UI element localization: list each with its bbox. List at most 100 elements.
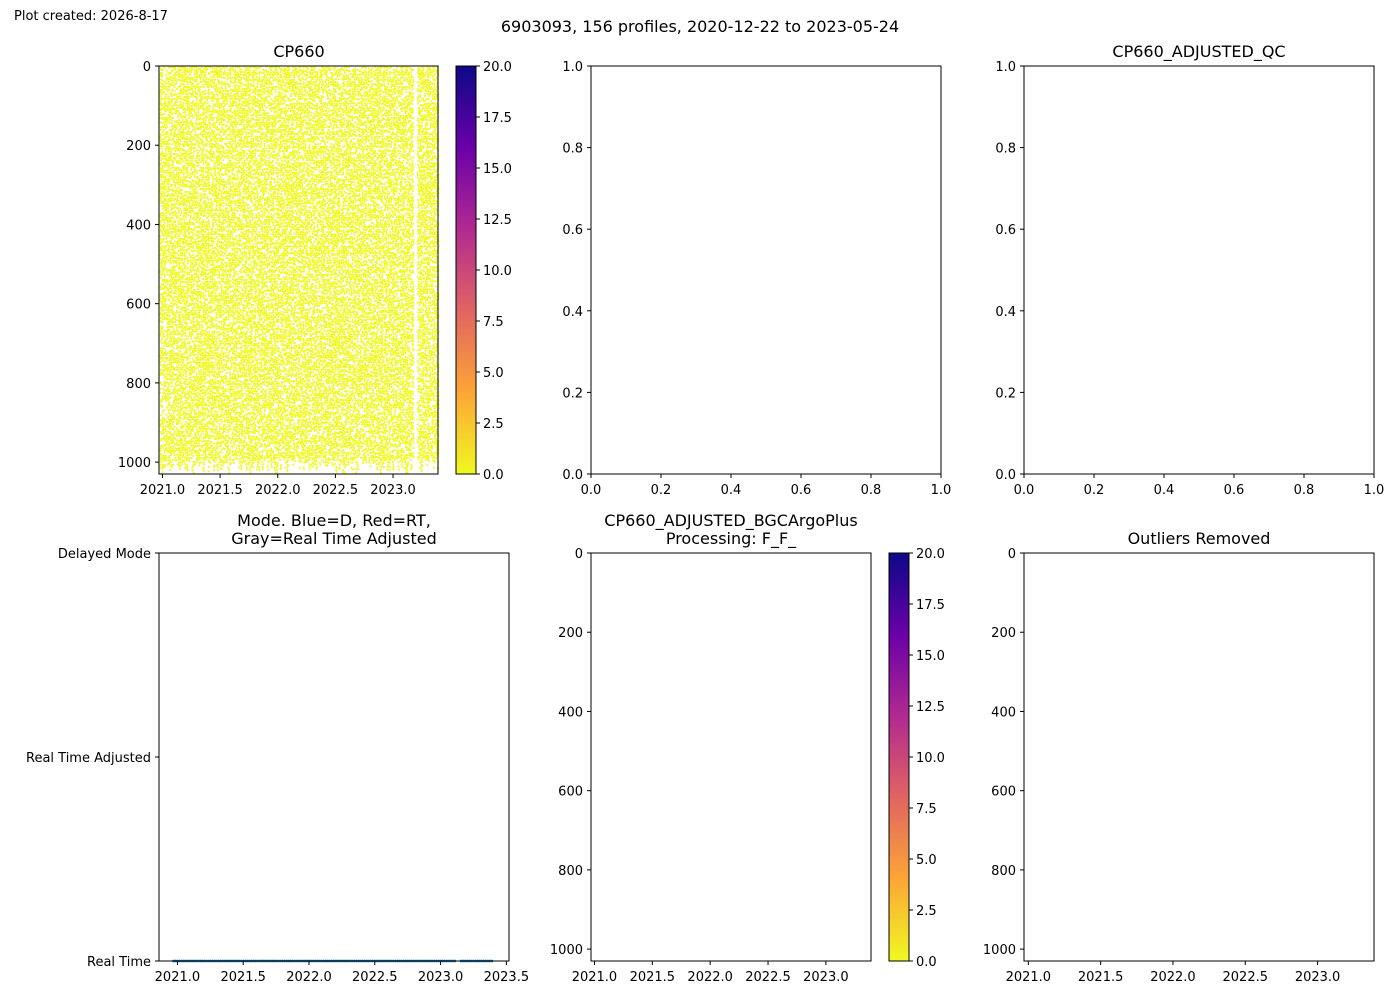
- profile-point: [182, 362, 185, 365]
- profile-point: [181, 218, 184, 221]
- profile-point: [204, 451, 206, 454]
- profile-point: [214, 308, 217, 311]
- profile-point: [206, 309, 209, 312]
- profile-point: [174, 140, 176, 143]
- profile-point: [202, 119, 205, 122]
- profile-point: [186, 180, 189, 183]
- profile-point: [170, 413, 173, 416]
- profile-point: [215, 378, 217, 381]
- profile-point: [200, 344, 203, 347]
- profile-point: [189, 432, 192, 435]
- profile-point: [197, 128, 200, 131]
- profile-point: [167, 269, 170, 272]
- profile-point: [181, 119, 184, 122]
- profile-point: [215, 341, 218, 344]
- profile-point: [159, 214, 162, 217]
- profile-point: [163, 376, 166, 379]
- profile-point: [179, 318, 181, 321]
- profile-point: [160, 178, 163, 181]
- profile-point: [159, 90, 162, 93]
- profile-point: [202, 185, 205, 188]
- profile-point: [168, 401, 171, 404]
- profile-point: [182, 202, 185, 205]
- profile-point: [186, 118, 188, 121]
- profile-point: [207, 443, 210, 446]
- profile-point: [195, 80, 198, 83]
- profile-point: [194, 238, 196, 241]
- profile-point: [177, 104, 180, 107]
- profile-point: [173, 454, 176, 457]
- profile-point: [160, 330, 162, 333]
- profile-point: [215, 109, 217, 112]
- profile-point: [206, 396, 209, 399]
- profile-point: [186, 464, 189, 467]
- profile-point: [213, 150, 215, 153]
- profile-point: [161, 73, 163, 76]
- profile-point: [184, 266, 187, 269]
- profile-point: [197, 162, 200, 165]
- profile-point: [215, 166, 217, 169]
- profile-point: [220, 192, 223, 195]
- profile-point: [167, 309, 169, 312]
- profile-point: [183, 359, 185, 362]
- profile-point: [192, 170, 194, 173]
- profile-point: [213, 273, 216, 276]
- profile-point: [160, 154, 162, 157]
- profile-point: [181, 221, 183, 224]
- profile-point: [171, 326, 174, 329]
- profile-point: [187, 185, 189, 188]
- profile-point: [163, 384, 166, 387]
- profile-point: [172, 242, 175, 245]
- profile-point: [197, 257, 200, 260]
- profile-point: [177, 289, 180, 292]
- profile-point: [188, 123, 191, 126]
- profile-point: [211, 244, 214, 247]
- profile-point: [218, 270, 221, 273]
- profile-point: [175, 93, 178, 96]
- profile-point: [163, 266, 166, 269]
- profile-point: [186, 456, 189, 459]
- profile-point: [191, 466, 194, 469]
- profile-point: [190, 231, 192, 234]
- profile-point: [165, 102, 167, 105]
- profile-point: [191, 267, 194, 270]
- profile-point: [211, 451, 214, 454]
- profile-point: [183, 169, 185, 172]
- profile-point: [163, 312, 166, 315]
- profile-point: [170, 301, 173, 304]
- profile-point: [168, 88, 171, 91]
- profile-point: [177, 216, 179, 219]
- profile-point: [202, 126, 205, 129]
- profile-point: [213, 413, 215, 416]
- profile-point: [173, 417, 176, 420]
- profile-point: [179, 316, 182, 319]
- profile-point: [217, 356, 220, 359]
- profile-point: [173, 330, 176, 333]
- profile-point: [202, 430, 205, 433]
- profile-point: [170, 83, 172, 86]
- profile-point: [217, 389, 219, 392]
- profile-point: [190, 240, 192, 243]
- profile-point: [199, 430, 201, 433]
- profile-point: [198, 87, 201, 90]
- profile-point: [190, 164, 193, 167]
- profile-point: [170, 340, 172, 343]
- profile-point: [172, 304, 175, 307]
- profile-point: [217, 224, 219, 227]
- profile-point: [194, 409, 196, 412]
- profile-point: [181, 178, 183, 181]
- profile-point: [190, 283, 192, 286]
- profile-point: [189, 278, 192, 281]
- profile-point: [178, 154, 180, 157]
- profile-point: [182, 75, 185, 78]
- profile-point: [174, 315, 177, 318]
- profile-point: [180, 226, 182, 229]
- profile-point: [165, 311, 167, 314]
- profile-point: [177, 92, 180, 95]
- profile-point: [164, 137, 166, 140]
- profile-point: [190, 83, 193, 86]
- profile-point: [179, 287, 181, 290]
- profile-point: [186, 453, 188, 456]
- profile-point: [206, 188, 208, 191]
- profile-point: [161, 420, 164, 423]
